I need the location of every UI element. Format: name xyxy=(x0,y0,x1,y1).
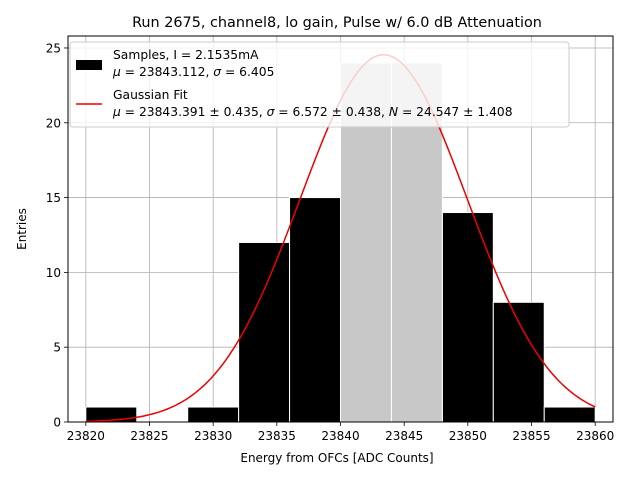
x-tick-label: 23840 xyxy=(321,429,359,443)
x-tick-label: 23845 xyxy=(385,429,423,443)
x-tick-label: 23820 xyxy=(67,429,105,443)
x-axis-ticks: 23820 23825 23830 23835 23840 23845 23850 23855… xyxy=(67,422,614,443)
histogram-bar xyxy=(543,406,596,423)
x-tick-label: 23850 xyxy=(449,429,487,443)
y-tick-label: 0 xyxy=(53,416,61,430)
chart-title: Run 2675, channel8, lo gain, Pulse w/ 6.… xyxy=(132,15,542,31)
x-tick-label: 23855 xyxy=(512,429,550,443)
histogram-bar xyxy=(492,301,545,423)
legend-stats-fit: μ = 23843.391 ± 0.435, σ = 6.572 ± 0.438… xyxy=(112,105,513,119)
x-tick-label: 23825 xyxy=(130,429,168,443)
histogram-bar xyxy=(187,406,240,423)
y-axis-label: Entries xyxy=(15,208,29,250)
histogram-bar xyxy=(289,197,342,423)
y-tick-label: 25 xyxy=(46,41,61,55)
x-tick-label: 23830 xyxy=(194,429,232,443)
legend-label-fit: Gaussian Fit xyxy=(113,88,188,102)
x-tick-label: 23835 xyxy=(258,429,296,443)
x-tick-label: 23860 xyxy=(576,429,614,443)
y-tick-label: 10 xyxy=(46,266,61,280)
y-axis-ticks: 0 5 10 15 20 25 xyxy=(46,41,68,430)
legend-swatch-samples xyxy=(76,60,102,70)
legend-label-samples: Samples, I = 2.1535mA xyxy=(113,48,259,62)
y-tick-label: 5 xyxy=(53,341,61,355)
legend-box xyxy=(69,41,570,128)
legend-stats-samples: μ = 23843.112, σ = 6.405 xyxy=(112,65,274,79)
histogram-bar xyxy=(238,241,291,423)
x-axis-label: Energy from OFCs [ADC Counts] xyxy=(240,451,433,465)
y-tick-label: 15 xyxy=(46,191,61,205)
y-tick-label: 20 xyxy=(46,116,61,130)
legend: Samples, I = 2.1535mA μ = 23843.112, σ =… xyxy=(69,41,570,128)
histogram-bar xyxy=(441,212,494,423)
